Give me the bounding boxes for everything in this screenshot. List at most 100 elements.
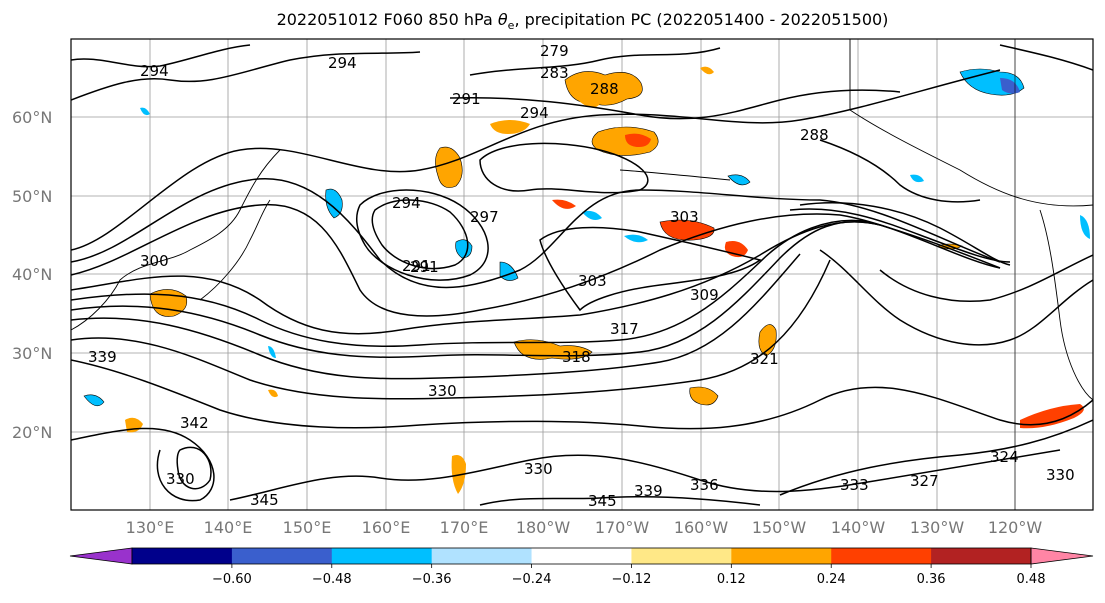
contour-line [799,202,1011,266]
contour-line [229,449,1061,501]
colorbar-tick-label: −0.48 [312,572,352,587]
latitude-labels: 60°N 50°N 40°N 30°N 20°N [12,108,52,442]
lat-label: 30°N [12,344,52,363]
contour-line [71,359,1093,430]
coastline [71,149,281,331]
precip-patch [1080,215,1090,239]
contour-line [176,446,212,490]
contour-line [355,189,489,281]
contour-label: 324 [990,448,1019,466]
colorbar-tick-label: 0.12 [717,572,746,587]
lon-label: 170°E [440,518,489,537]
precip-pc-shading [83,66,1090,494]
contour-line [71,204,1001,317]
contour-line [71,69,1001,251]
colorbar: −0.60 −0.48 −0.36 −0.24 −0.12 0.12 0.24 0.36 0.4… [69,547,1094,587]
contour-label: 342 [180,414,209,432]
contour-label: 327 [910,472,939,490]
lon-label: 130°W [910,518,965,537]
colorbar-outline [131,547,1032,565]
colorbar-swatch [631,548,732,564]
contour-label-group: 294 291 294 279 283 288 291 294 288 294 … [88,42,1075,510]
contour-label: 309 [690,286,719,304]
lat-label: 20°N [12,423,52,442]
precip-patch [625,133,651,147]
precip-patch [591,126,659,156]
colorbar-swatch [331,548,433,564]
colorbar-tick-label: 0.36 [917,572,946,587]
contour-label: 291 [410,258,439,276]
lon-label: 120°W [988,518,1043,537]
precip-patch [700,66,714,75]
precip-patch [689,386,719,406]
colorbar-swatch [132,548,233,564]
contour-label: 318 [562,348,591,366]
map-frame [70,38,1094,511]
contour-line [469,47,721,76]
coastline [199,199,271,301]
contour-line [71,253,801,380]
colorbar-tick-label: 0.48 [1017,572,1046,587]
contour-line [539,226,762,312]
lon-label: 150°W [752,518,807,537]
contour-line [71,259,831,400]
precip-patch [758,324,777,357]
contour-line [71,219,871,348]
contour-line [819,139,981,203]
contour-label: 288 [590,80,619,98]
coastline [619,169,731,181]
contour-line [789,208,1011,263]
lon-label: 160°E [362,518,411,537]
colorbar-swatch [431,548,533,564]
lat-label: 50°N [12,187,52,206]
contour-line [479,142,649,194]
contour-label: 345 [250,491,279,509]
precip-patch [910,174,924,183]
contour-label: 330 [524,460,553,478]
colorbar-extend-low [69,547,133,565]
lon-label: 170°W [595,518,650,537]
title-suffix: , precipitation PC (2022051400 - 2022051… [514,10,889,29]
title-theta-subscript: e [507,19,515,33]
contour-line [479,495,761,506]
colorbar-tick-label: −0.24 [512,572,552,587]
colorbar-swatch [931,548,1032,564]
contour-label: 303 [670,208,699,226]
contour-label: 303 [578,272,607,290]
lat-label: 40°N [12,265,52,284]
contour-line [71,221,881,359]
theta-e-contours [71,44,1093,506]
precip-patch [578,98,600,108]
contour-label: 288 [800,126,829,144]
contour-label: 294 [328,54,357,72]
colorbar-swatch [831,548,932,564]
contour-label: 330 [166,470,195,488]
title-prefix: 2022051012 F060 850 hPa [276,10,498,29]
contour-label: 339 [88,348,117,366]
lon-label: 140°W [831,518,886,537]
coastlines [71,39,1093,510]
contour-line [779,419,1093,496]
contour-label: 330 [1046,466,1075,484]
lon-label: 140°E [204,518,253,537]
contour-label: 294 [140,62,169,80]
contour-line [449,89,901,120]
precip-patch [552,199,576,209]
colorbar-tick-label: −0.12 [612,572,652,587]
contour-label: 321 [750,350,779,368]
contour-label: 336 [690,476,719,494]
precip-patch [490,120,530,134]
lon-label: 160°W [674,518,729,537]
contour-label: 300 [140,252,169,270]
graticule [71,39,1093,510]
contour-label: 279 [540,42,569,60]
contour-line [371,199,469,270]
precip-patch [582,210,602,220]
precip-patch [727,174,751,186]
contour-label: 339 [634,482,663,500]
lon-label: 150°E [283,518,332,537]
colorbar-tick-label: −0.60 [212,572,252,587]
contour-label: 330 [428,382,457,400]
precip-patch [268,389,278,398]
colorbar-swatch [531,548,632,564]
